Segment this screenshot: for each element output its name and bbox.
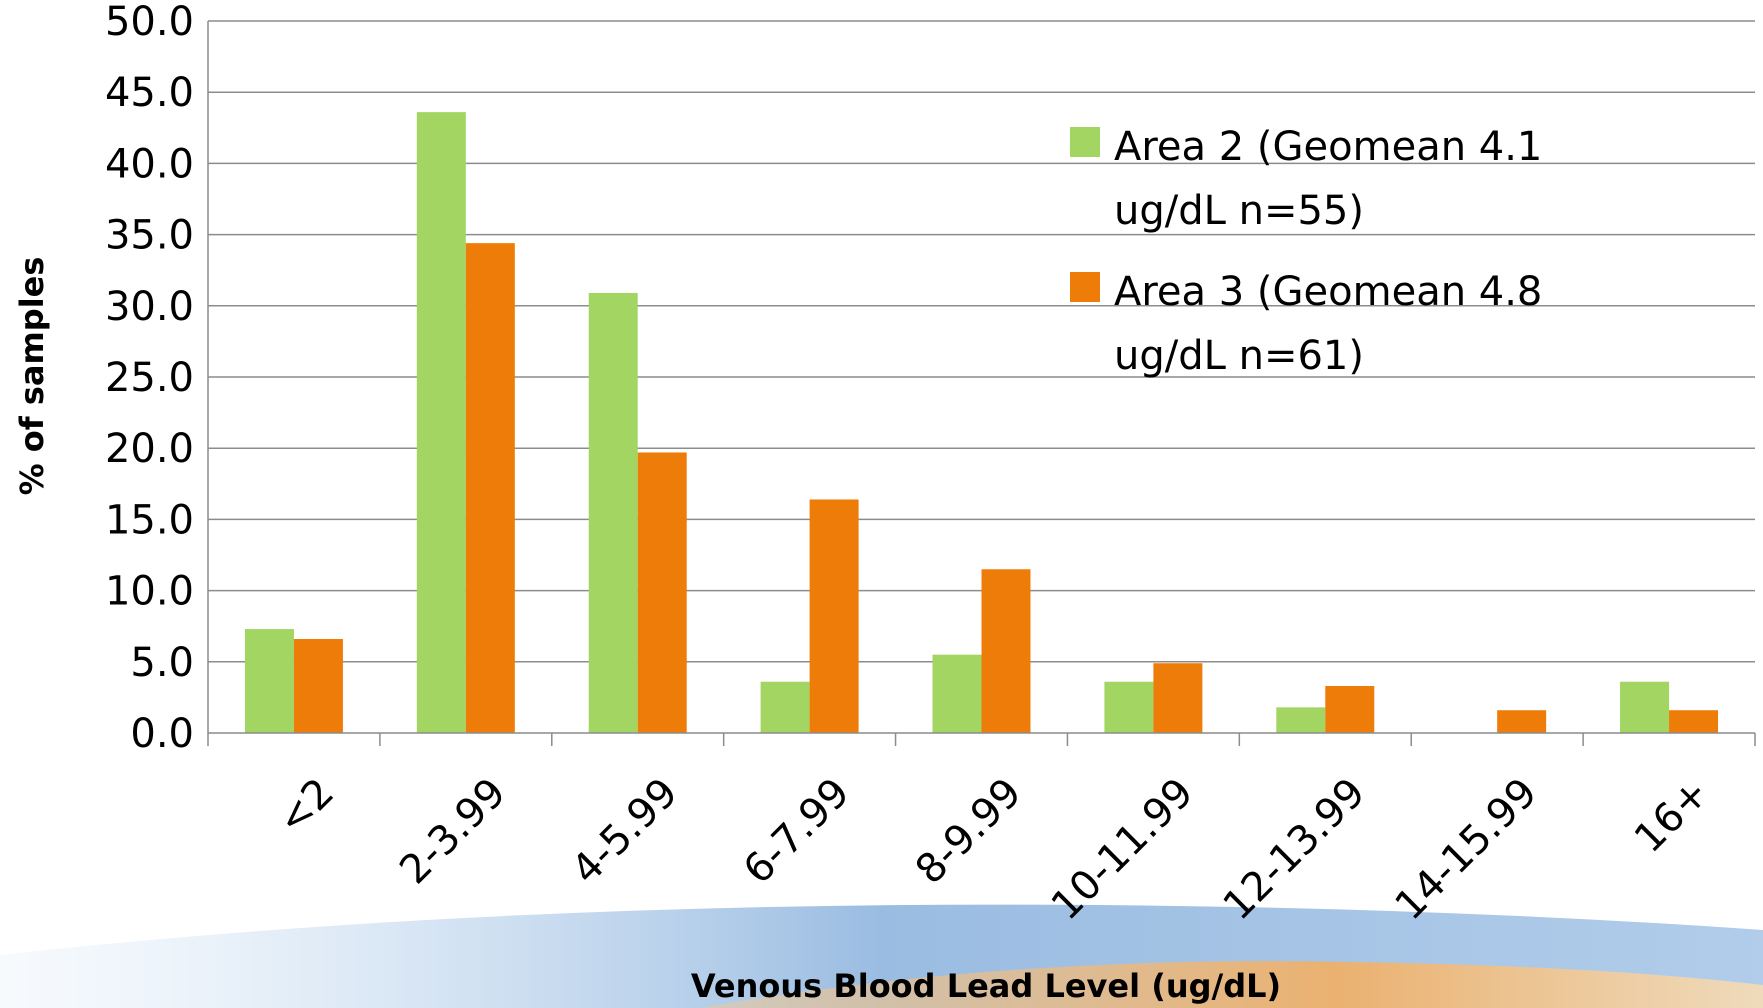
x-tick-label: 8-9.99 [907, 770, 1031, 894]
bar-series-2-3 [809, 499, 859, 733]
bar-series-2-5 [1153, 663, 1203, 733]
y-tick-label: 15.0 [105, 497, 194, 543]
y-axis-title: % of samples [13, 257, 51, 496]
y-tick-label: 30.0 [105, 284, 194, 330]
bar-series-2-6 [1325, 686, 1375, 733]
y-tick-label: 5.0 [130, 640, 194, 686]
x-tick-label: 16+ [1626, 770, 1718, 862]
bar-series-1-2 [588, 292, 638, 733]
background-swoosh [0, 904, 1763, 1008]
y-tick-label: 45.0 [105, 70, 194, 116]
x-tick-label: 12-13.99 [1215, 770, 1375, 930]
bar-series-1-0 [244, 629, 294, 733]
bar-series-1-5 [1104, 681, 1154, 733]
y-tick-label: 40.0 [105, 141, 194, 187]
legend-label-series-2: Area 3 (Geomean 4.8 [1114, 269, 1542, 315]
x-axis-title: Venous Blood Lead Level (ug/dL) [691, 967, 1281, 1005]
legend-label-series-1: Area 2 (Geomean 4.1 [1114, 124, 1542, 170]
bar-series-2-8 [1669, 710, 1719, 733]
legend-label-series-2: ug/dL n=61) [1114, 333, 1364, 379]
legend: Area 2 (Geomean 4.1 ug/dL n=55) Area 3 (Ge… [1070, 124, 1542, 379]
x-tick-label: 6-7.99 [735, 770, 859, 894]
bar-series-2-7 [1497, 710, 1547, 733]
legend-swatch-series-2 [1070, 272, 1100, 302]
x-tick-label: 14-15.99 [1387, 770, 1547, 930]
bar-series-2-1 [465, 243, 515, 734]
bar-series-2-4 [981, 569, 1031, 733]
y-tick-label: 25.0 [105, 355, 194, 401]
bar-series-1-3 [760, 681, 810, 733]
bar-series-2-2 [637, 452, 687, 733]
y-tick-label: 10.0 [105, 569, 194, 615]
bar-series-2-0 [293, 639, 343, 733]
bar-series-1-6 [1276, 707, 1326, 733]
x-tick-label: 2-3.99 [391, 770, 515, 894]
y-tick-label: 35.0 [105, 213, 194, 259]
y-tick-label: 50.0 [105, 0, 194, 45]
y-tick-label: 20.0 [105, 426, 194, 472]
bars [244, 112, 1719, 734]
legend-swatch-series-1 [1070, 127, 1100, 157]
legend-label-series-1: ug/dL n=55) [1114, 188, 1364, 234]
y-tick-label: 0.0 [130, 711, 194, 757]
x-tick-label: 4-5.99 [563, 770, 687, 894]
x-tick-label: <2 [269, 770, 343, 844]
bar-series-1-1 [416, 112, 466, 734]
bar-series-1-4 [932, 654, 982, 733]
bar-series-1-8 [1620, 681, 1670, 733]
